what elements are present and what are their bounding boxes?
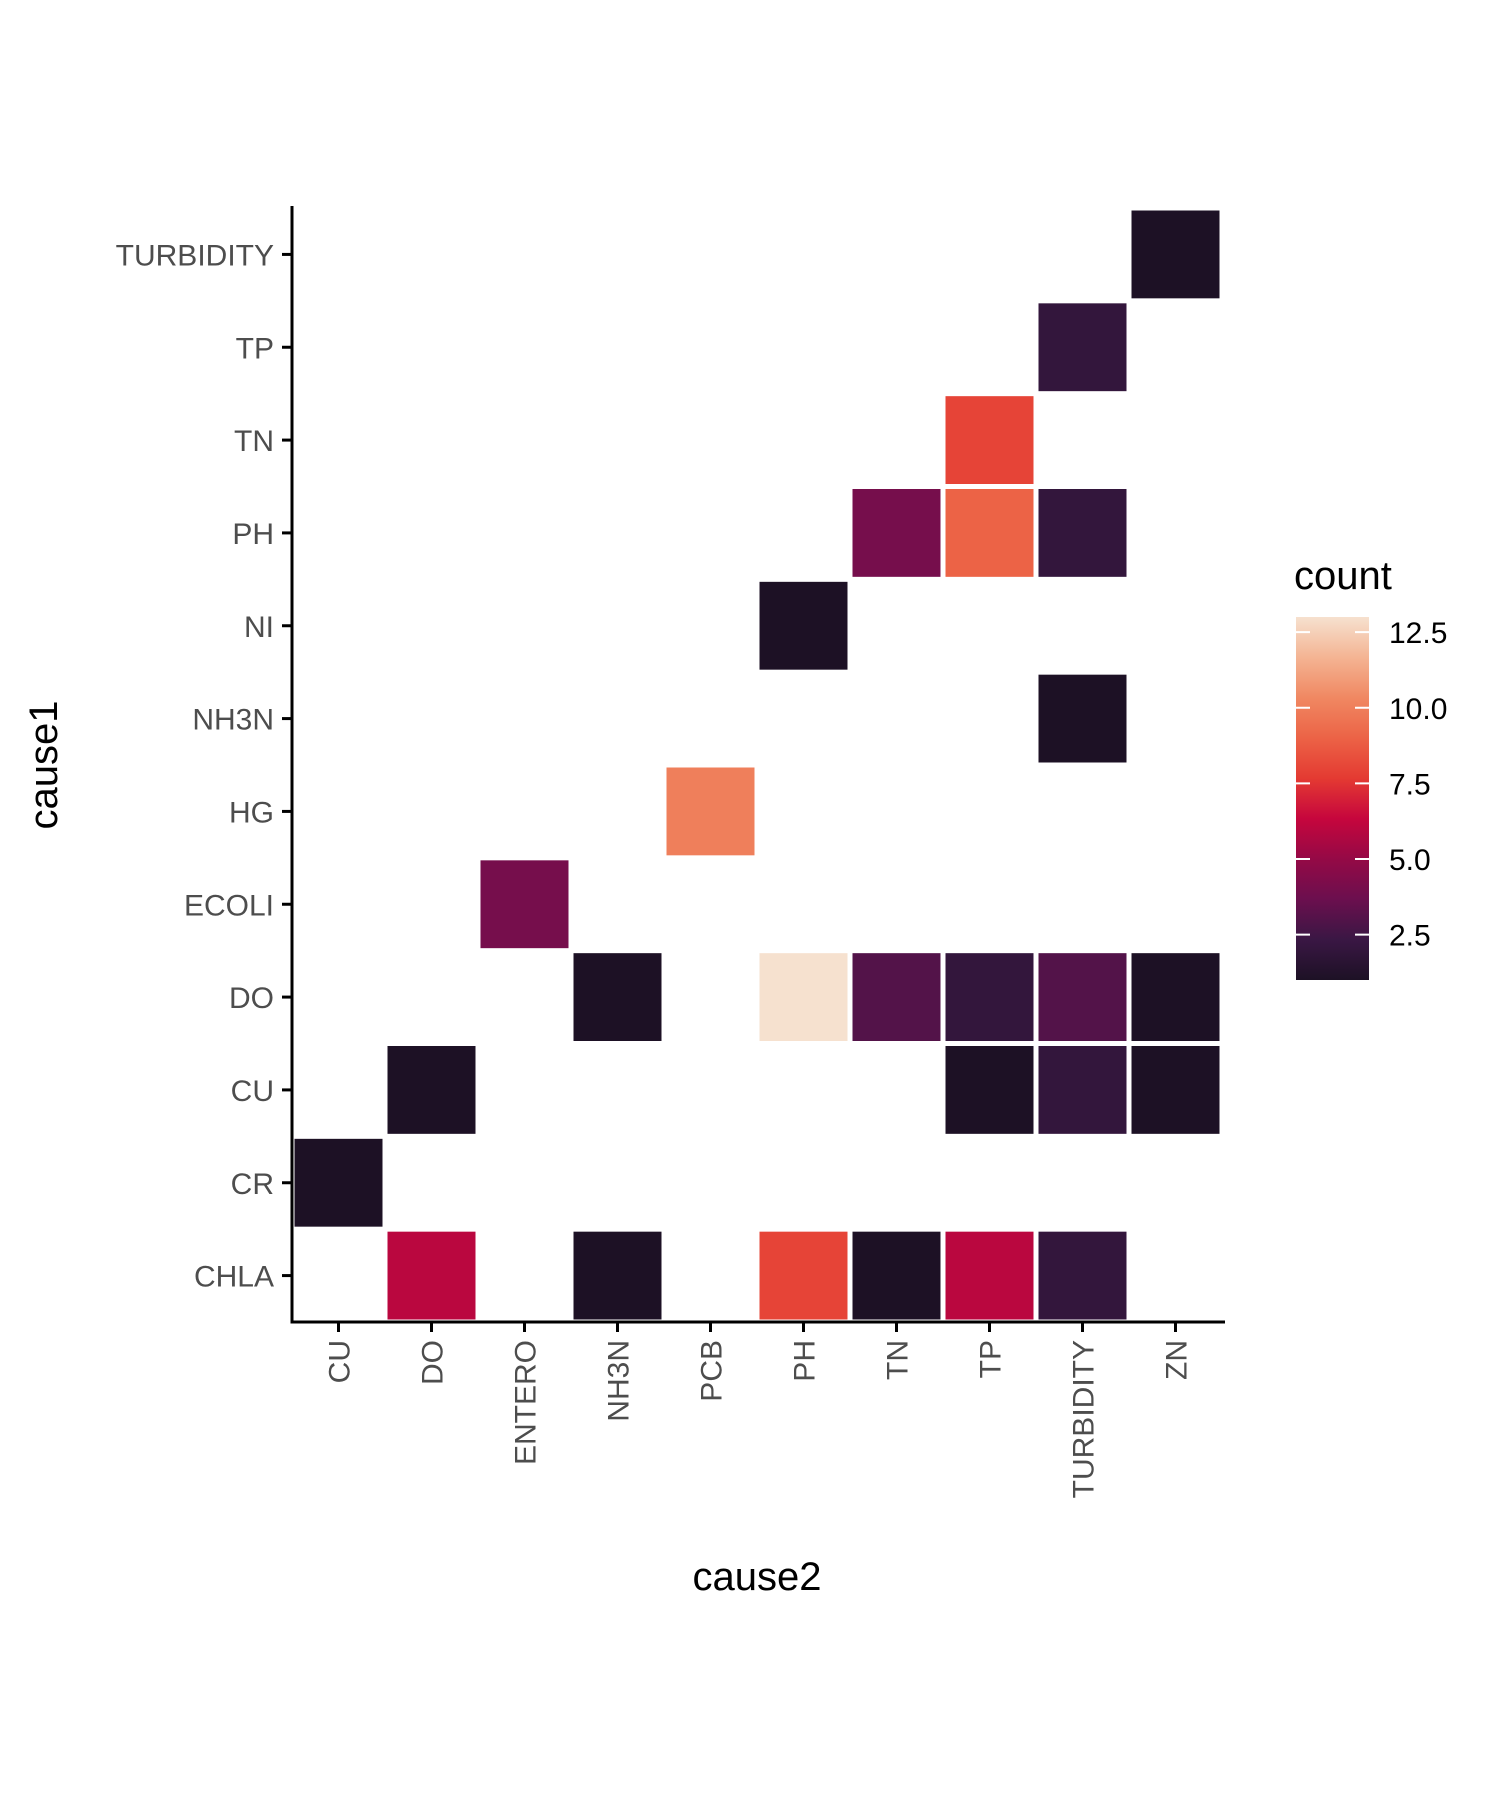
axes <box>290 206 1225 1324</box>
cell-chla-tp <box>945 1231 1034 1320</box>
x-tick-label-turbidity: TURBIDITY <box>1068 1340 1101 1498</box>
y-tick-label-nh3n: NH3N <box>192 704 274 737</box>
legend-tick-label: 2.5 <box>1389 920 1431 953</box>
y-tick-label-ecoli: ECOLI <box>184 889 274 922</box>
cell-turbidity-zn <box>1131 210 1220 299</box>
cell-chla-nh3n <box>573 1231 662 1320</box>
y-tick-label-tp: TP <box>236 332 274 365</box>
x-axis-ticks: CU DO ENTERO NH3N PCB PH TN TP TURBIDITY ZN <box>324 1322 1194 1498</box>
x-axis-title: cause2 <box>693 1555 822 1599</box>
y-axis-ticks: CHLA CR CU DO ECOLI HG NH3N NI PH TN TP TURBIDITY <box>116 239 292 1294</box>
legend-tick-label: 10.0 <box>1389 693 1447 726</box>
cell-chla-do <box>387 1231 476 1320</box>
cell-cu-turbidity <box>1038 1046 1127 1134</box>
y-tick-label-turbidity: TURBIDITY <box>116 239 274 272</box>
cell-chla-turbidity <box>1038 1231 1127 1320</box>
cell-tp-turbidity <box>1038 303 1127 392</box>
legend-tick-label: 7.5 <box>1389 768 1431 801</box>
cell-ph-tn <box>852 489 941 577</box>
cell-do-tp <box>945 953 1034 1041</box>
cell-do-tn <box>852 953 941 1041</box>
cell-cu-zn <box>1131 1046 1220 1134</box>
cell-cr-cu <box>294 1138 383 1227</box>
y-axis-title: cause1 <box>22 701 66 830</box>
x-tick-label-ph: PH <box>789 1340 822 1382</box>
cell-do-zn <box>1131 953 1220 1041</box>
cell-cu-do <box>387 1046 476 1134</box>
y-tick-label-ni: NI <box>244 611 274 644</box>
legend-tick-label: 12.5 <box>1389 617 1447 650</box>
legend-tick-label: 5.0 <box>1389 844 1431 877</box>
color-legend: count 2.5 5.0 7.5 10.0 12.5 <box>1294 554 1447 980</box>
x-tick-label-pcb: PCB <box>696 1340 729 1402</box>
cell-hg-pcb <box>666 767 755 856</box>
y-tick-label-cr: CR <box>231 1168 274 1201</box>
x-tick-label-tp: TP <box>975 1340 1008 1378</box>
cell-ph-turbidity <box>1038 489 1127 577</box>
x-tick-label-nh3n: NH3N <box>603 1340 636 1422</box>
legend-ticks: 2.5 5.0 7.5 10.0 12.5 <box>1296 617 1447 953</box>
y-tick-label-hg: HG <box>229 796 274 829</box>
cell-do-ph <box>759 953 848 1041</box>
x-tick-label-cu: CU <box>324 1340 357 1383</box>
cell-tn-tp <box>945 396 1034 484</box>
cell-do-nh3n <box>573 953 662 1041</box>
cell-chla-tn <box>852 1231 941 1320</box>
cell-ph-tp <box>945 489 1034 577</box>
x-tick-label-entero: ENTERO <box>510 1340 543 1465</box>
y-tick-label-cu: CU <box>231 1075 274 1108</box>
x-tick-label-tn: TN <box>882 1340 915 1380</box>
y-tick-label-do: DO <box>229 982 274 1015</box>
x-tick-label-zn: ZN <box>1161 1340 1194 1380</box>
y-tick-label-ph: PH <box>232 518 274 551</box>
legend-colorbar <box>1296 617 1369 980</box>
cell-nh3n-turbidity <box>1038 674 1127 763</box>
y-tick-label-chla: CHLA <box>194 1261 274 1294</box>
y-tick-label-tn: TN <box>234 425 274 458</box>
legend-title: count <box>1294 554 1392 598</box>
heatmap-cells <box>294 210 1220 1320</box>
cell-ecoli-entero <box>480 860 569 949</box>
cell-ni-ph <box>759 581 848 670</box>
x-tick-label-do: DO <box>417 1340 450 1385</box>
cell-cu-tp <box>945 1046 1034 1134</box>
cell-do-turbidity <box>1038 953 1127 1041</box>
cell-chla-ph <box>759 1231 848 1320</box>
